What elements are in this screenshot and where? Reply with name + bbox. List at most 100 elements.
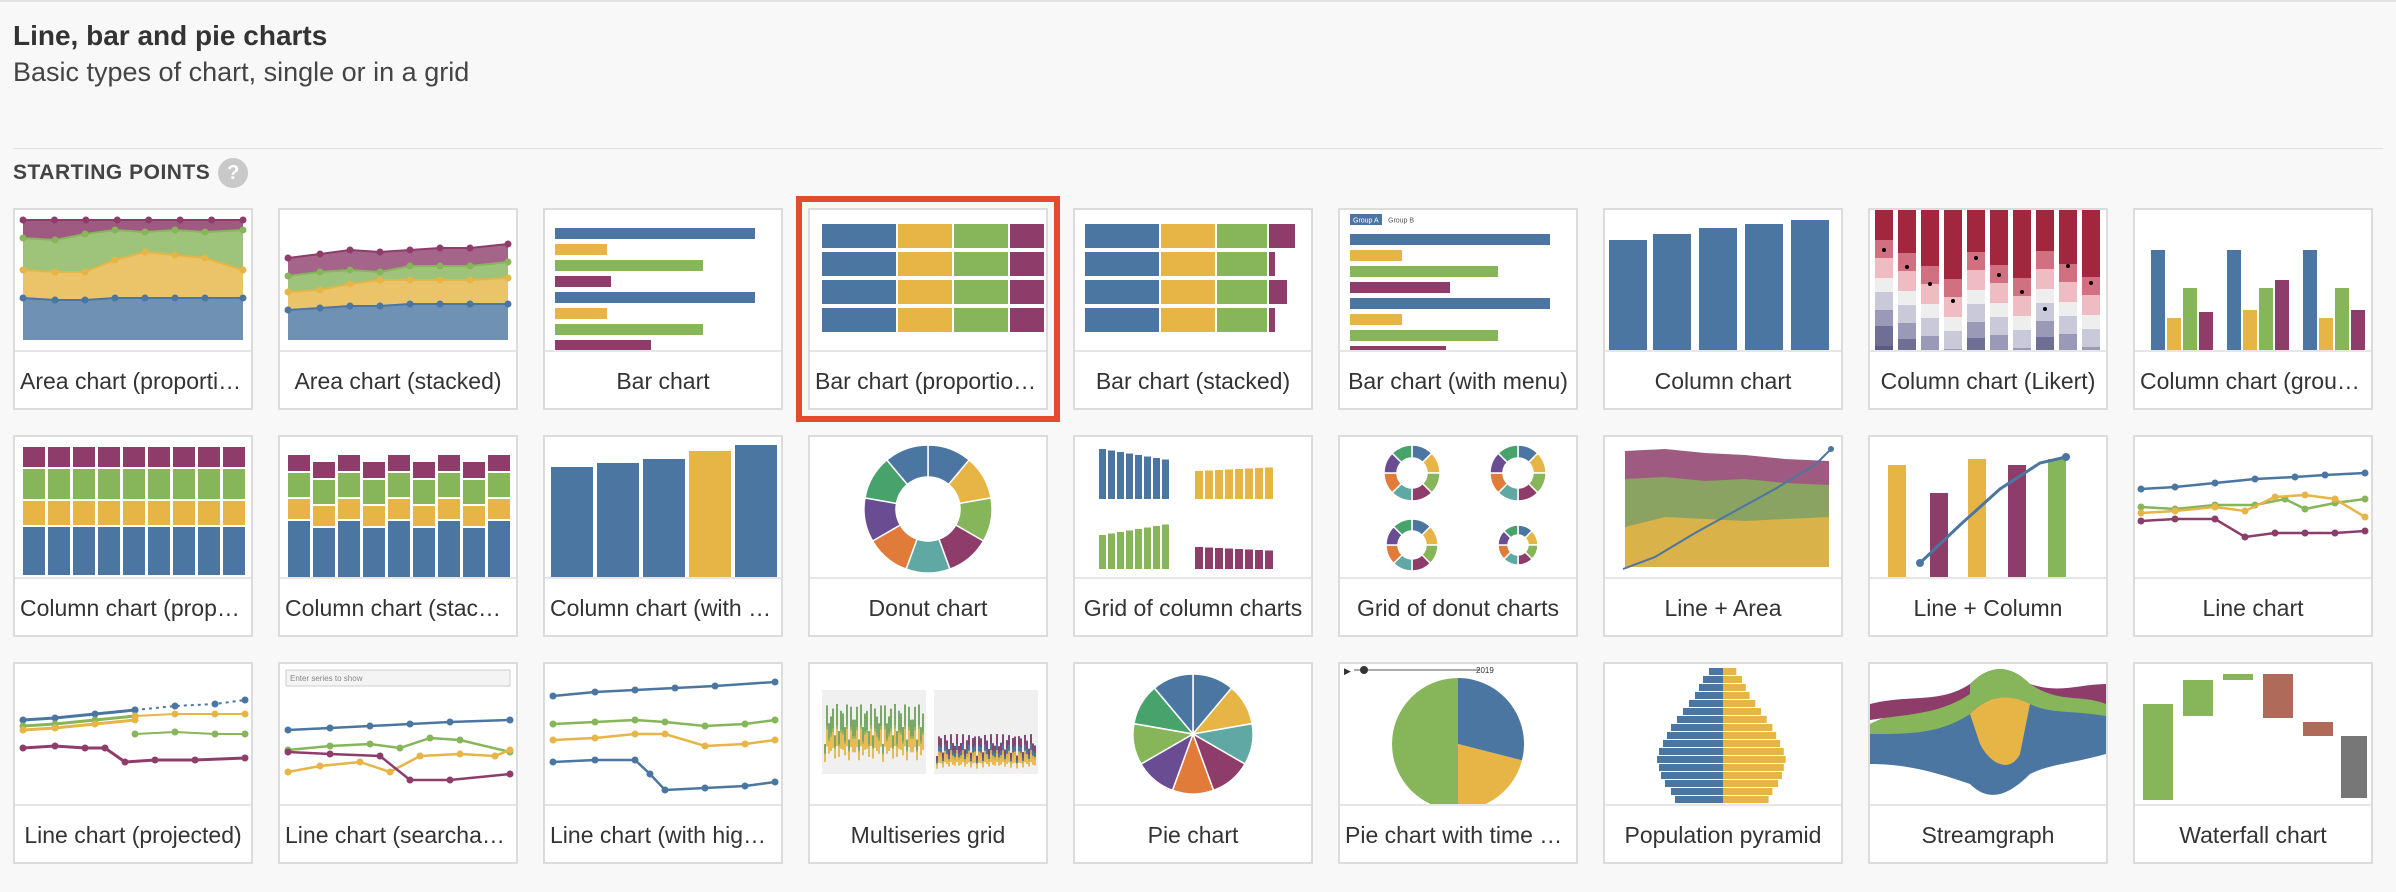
chart-card-label-bar: Donut chart — [810, 577, 1046, 637]
chart-card-label-bar: Column chart — [1605, 350, 1841, 410]
svg-text:2019: 2019 — [1476, 666, 1494, 675]
chart-card-label: Column chart (with highlight) — [550, 594, 781, 621]
chart-card-label: Bar chart (stacked) — [1095, 367, 1291, 394]
chart-card[interactable]: Column chart (proportional) — [13, 435, 253, 637]
chart-card[interactable]: Column chart (stacked) — [278, 435, 518, 637]
line-area-thumb — [1605, 437, 1841, 577]
chart-card-label: Pie chart with time slider — [1345, 821, 1576, 848]
chart-card-label: Line chart — [2202, 594, 2304, 621]
chart-card-label-bar: Bar chart (proportional) — [810, 350, 1046, 410]
chart-card-label: Area chart (stacked) — [294, 367, 502, 394]
chart-card[interactable]: Population pyramid — [1603, 662, 1843, 864]
chart-card[interactable]: Column chart (grouped) — [2133, 208, 2373, 410]
chart-card[interactable]: Enter series to show Line chart (searchab… — [278, 662, 518, 864]
chart-card-label: Grid of column charts — [1083, 594, 1303, 621]
bar-proportional-thumb — [810, 210, 1046, 350]
chart-card-label-bar: Line chart — [2135, 577, 2371, 637]
chart-card[interactable]: Group A Group B Bar chart (with menu) — [1338, 208, 1578, 410]
chart-card[interactable]: Line chart — [2133, 435, 2373, 637]
chart-card-label-bar: Streamgraph — [1870, 804, 2106, 864]
chart-card-label-bar: Area chart (proportional) — [15, 350, 251, 410]
chart-card[interactable]: Streamgraph — [1868, 662, 2108, 864]
page-subtitle: Basic types of chart, single or in a gri… — [13, 57, 470, 87]
section-header: STARTING POINTS ? — [13, 158, 249, 188]
grid-donuts-thumb — [1340, 437, 1576, 577]
column-grouped-thumb — [2135, 210, 2371, 350]
chart-card[interactable]: Waterfall chart — [2133, 662, 2373, 864]
page-title: Line, bar and pie charts — [13, 20, 328, 51]
line-projected-thumb — [15, 664, 251, 804]
chart-card-label-bar: Line + Column — [1870, 577, 2106, 637]
chart-card-label-bar: Line chart (projected) — [15, 804, 251, 864]
area-stacked-thumb — [280, 210, 516, 350]
chart-card[interactable]: Line chart (projected) — [13, 662, 253, 864]
line-highlight-thumb — [545, 664, 781, 804]
chart-card-label: Bar chart (proportional) — [815, 367, 1046, 394]
help-icon[interactable]: ? — [218, 158, 249, 188]
bar-thumb — [545, 210, 781, 350]
chart-card-label: Grid of donut charts — [1357, 594, 1559, 621]
chart-card[interactable]: Bar chart — [543, 208, 783, 410]
chart-card-label-bar: Column chart (with highlight) — [545, 577, 781, 637]
chart-card[interactable]: Grid of donut charts — [1338, 435, 1578, 637]
population-pyramid-thumb — [1605, 664, 1841, 804]
donut-thumb — [810, 437, 1046, 577]
svg-text:Group B: Group B — [1388, 218, 1414, 225]
chart-card[interactable]: Area chart (proportional) — [13, 208, 253, 410]
chart-card-label-bar: Bar chart (with menu) — [1340, 350, 1576, 410]
chart-card[interactable]: Donut chart — [808, 435, 1048, 637]
chart-card-label-bar: Bar chart — [545, 350, 781, 410]
column-thumb — [1605, 210, 1841, 350]
multiseries-grid-thumb — [810, 664, 1046, 804]
svg-text:Enter series to show: Enter series to show — [290, 674, 363, 683]
chart-card-label: Line chart (searchable) — [285, 821, 516, 848]
chart-card-label-bar: Column chart (proportional) — [15, 577, 251, 637]
chart-card-label-bar: Waterfall chart — [2135, 804, 2371, 864]
chart-card[interactable]: Bar chart (proportional) — [796, 196, 1060, 422]
chart-card-label: Population pyramid — [1624, 821, 1822, 848]
chart-card[interactable]: Column chart — [1603, 208, 1843, 410]
top-border — [0, 0, 2396, 2]
section-label: STARTING POINTS — [13, 161, 211, 184]
chart-card-label-bar: Pie chart with time slider — [1340, 804, 1576, 864]
chart-card[interactable]: Pie chart — [1073, 662, 1313, 864]
line-searchable-thumb: Enter series to show — [280, 664, 516, 804]
waterfall-thumb — [2135, 664, 2371, 804]
chart-card-label: Column chart (grouped) — [2140, 367, 2371, 394]
chart-card-label-bar: Bar chart (stacked) — [1075, 350, 1311, 410]
chart-card-label: Pie chart — [1147, 821, 1239, 848]
chart-card[interactable]: Grid of column charts — [1073, 435, 1313, 637]
chart-card[interactable]: Bar chart (stacked) — [1073, 208, 1313, 410]
chart-card[interactable]: Column chart (Likert) — [1868, 208, 2108, 410]
line-thumb — [2135, 437, 2371, 577]
chart-card-label: Column chart (proportional) — [20, 594, 251, 621]
grid-columns-thumb — [1075, 437, 1311, 577]
chart-card-label: Multiseries grid — [850, 821, 1006, 848]
chart-card-label-bar: Line + Area — [1605, 577, 1841, 637]
divider — [13, 148, 2383, 149]
chart-card[interactable]: Line + Column — [1868, 435, 2108, 637]
chart-card-label-bar: Column chart (stacked) — [280, 577, 516, 637]
chart-card[interactable]: Line + Area — [1603, 435, 1843, 637]
chart-card[interactable]: Area chart (stacked) — [278, 208, 518, 410]
column-stacked-thumb — [280, 437, 516, 577]
chart-card-label: Column chart — [1654, 367, 1792, 394]
chart-card-label: Streamgraph — [1921, 821, 2055, 848]
pie-thumb — [1075, 664, 1311, 804]
chart-card-label-bar: Line chart (with highlight) — [545, 804, 781, 864]
column-highlight-thumb — [545, 437, 781, 577]
chart-card-label-bar: Column chart (Likert) — [1870, 350, 2106, 410]
chart-card-label: Line chart (projected) — [24, 821, 242, 848]
chart-card[interactable]: ▶ 2019 Pie chart with time slider — [1338, 662, 1578, 864]
chart-card[interactable]: Line chart (with highlight) — [543, 662, 783, 864]
chart-card-label-bar: Grid of donut charts — [1340, 577, 1576, 637]
chart-card-label-bar: Grid of column charts — [1075, 577, 1311, 637]
chart-card-label-bar: Multiseries grid — [810, 804, 1046, 864]
line-column-thumb — [1870, 437, 2106, 577]
chart-card[interactable]: Column chart (with highlight) — [543, 435, 783, 637]
streamgraph-thumb — [1870, 664, 2106, 804]
chart-card[interactable]: Multiseries grid — [808, 662, 1048, 864]
column-likert-thumb — [1870, 210, 2106, 350]
area-proportional-thumb — [15, 210, 251, 350]
column-proportional-thumb — [15, 437, 251, 577]
